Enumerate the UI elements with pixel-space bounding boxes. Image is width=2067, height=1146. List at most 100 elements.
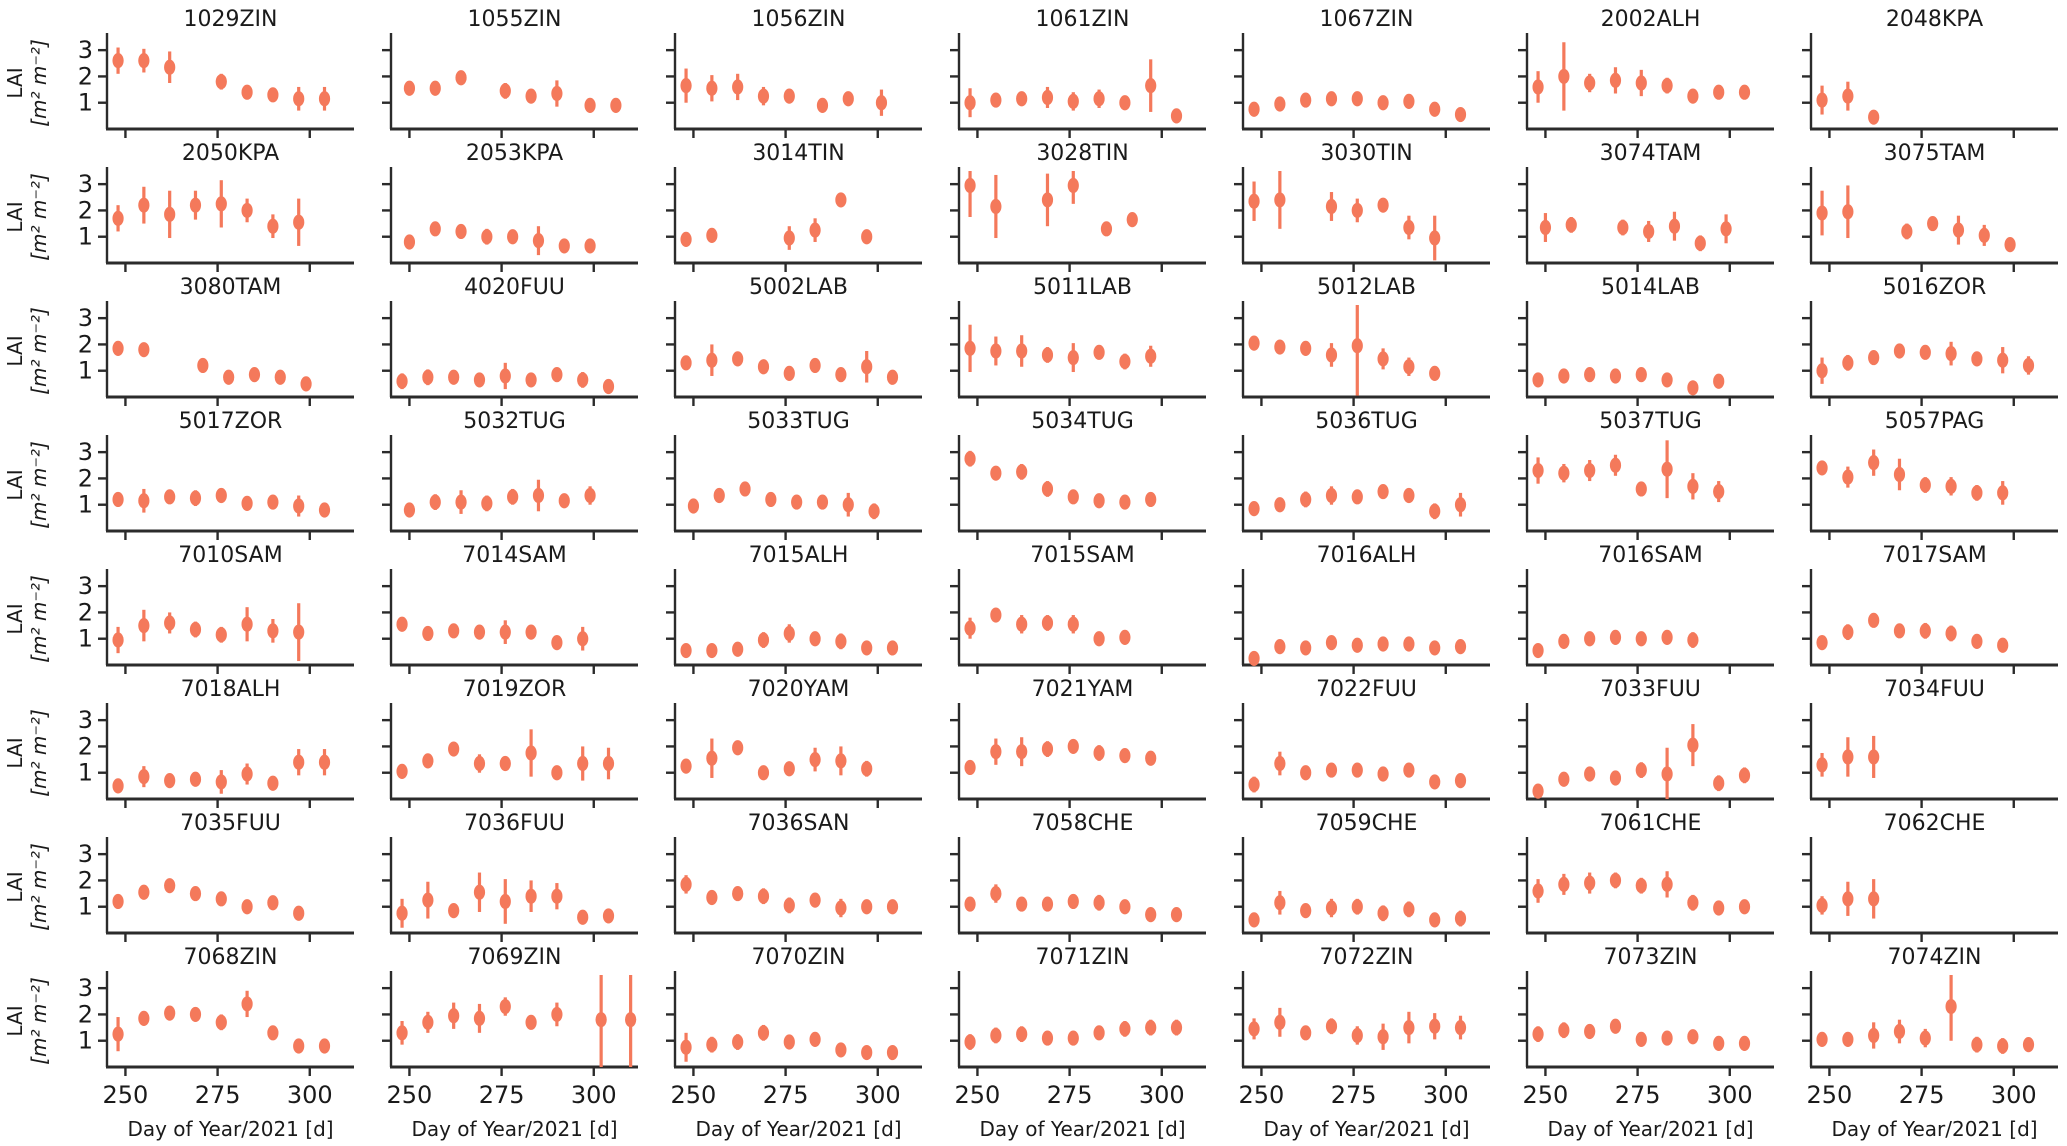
data-point [138, 884, 150, 900]
subplot-3074TAM: 3074TAM [1518, 141, 1774, 272]
data-point [809, 892, 821, 908]
data-point [525, 1014, 537, 1030]
y-axis-label: LAI [3, 335, 27, 366]
subplot-title: 7036SAN [748, 811, 850, 836]
subplot-title: 5011LAB [1033, 275, 1132, 300]
data-point [791, 494, 803, 510]
data-point [1067, 1030, 1079, 1046]
data-point [473, 372, 486, 388]
data-point [558, 238, 570, 254]
data-point [1558, 771, 1570, 787]
data-point [1067, 738, 1079, 755]
data-point [267, 1025, 279, 1041]
data-point [138, 1010, 150, 1026]
subplot-title: 5032TUG [463, 409, 566, 434]
data-point [886, 369, 899, 385]
data-point [267, 775, 279, 791]
x-tick-label: 250 [1807, 1081, 1853, 1109]
data-point [1274, 895, 1286, 911]
data-point [318, 1038, 331, 1054]
data-point [1119, 748, 1131, 764]
data-point [1609, 770, 1622, 786]
data-point [525, 88, 537, 104]
data-point [1816, 363, 1828, 379]
subplot-title: 7020YAM [748, 677, 850, 702]
data-point [1635, 75, 1647, 91]
data-point [1325, 487, 1338, 504]
data-point [293, 1038, 305, 1054]
y-tick-label: 2 [78, 1000, 93, 1028]
subplot-7015SAM: 7015SAM [950, 543, 1206, 674]
data-point [1558, 876, 1570, 892]
data-point [861, 899, 873, 915]
data-point [757, 359, 770, 375]
data-point [499, 893, 511, 910]
data-point [1145, 907, 1157, 923]
data-point [1100, 221, 1113, 237]
data-point [1300, 340, 1312, 356]
subplot-title: 7069ZIN [467, 945, 561, 970]
data-point [1300, 1025, 1312, 1041]
data-point [1016, 1026, 1028, 1042]
data-point [189, 771, 202, 787]
data-point [499, 755, 511, 772]
subplot-title: 3030TIN [1320, 141, 1412, 166]
data-point [1720, 221, 1732, 237]
data-point [964, 759, 976, 776]
data-point [1842, 355, 1854, 371]
data-point [267, 87, 279, 103]
data-point [1816, 897, 1828, 914]
y-axis-label: LAI [3, 67, 27, 98]
data-point [1248, 1021, 1260, 1037]
data-point [396, 905, 408, 921]
data-point [1274, 639, 1286, 655]
data-point [1997, 1038, 2009, 1054]
data-point [1842, 749, 1854, 765]
data-point [112, 210, 124, 226]
data-point [1351, 91, 1363, 107]
data-point [1842, 891, 1854, 907]
subplot-title: 2002ALH [1601, 7, 1701, 32]
data-point [1816, 635, 1828, 651]
data-point [551, 765, 563, 781]
subplot-title: 3074TAM [1600, 141, 1702, 166]
data-point [1403, 93, 1415, 109]
data-point [1661, 372, 1673, 388]
data-point [1687, 895, 1699, 911]
data-point [1403, 636, 1415, 652]
subplot-title: 5034TUG [1031, 409, 1134, 434]
data-point [732, 351, 744, 367]
data-point [835, 192, 847, 208]
subplot-1056ZIN: 1056ZIN [666, 7, 922, 138]
data-point [164, 615, 176, 631]
subplot-1067ZIN: 1067ZIN [1234, 7, 1490, 138]
data-point [1300, 491, 1312, 508]
y-axis-label: LAI [3, 871, 27, 902]
data-point [990, 885, 1002, 902]
data-point [138, 617, 150, 634]
subplot-7061CHE: 7061CHE [1518, 811, 1774, 942]
data-point [1971, 351, 1983, 367]
data-point [267, 218, 279, 234]
data-point [1093, 91, 1105, 107]
y-axis-label: LAI [3, 469, 27, 500]
data-point [1635, 762, 1647, 778]
data-point [706, 750, 718, 766]
data-point [1635, 367, 1647, 383]
data-point [1093, 1025, 1105, 1041]
data-point [1248, 501, 1260, 517]
data-point [481, 495, 493, 511]
data-point [732, 641, 744, 657]
data-point [1558, 633, 1570, 649]
data-point [1738, 767, 1751, 783]
data-point [1687, 88, 1699, 104]
subplot-3030TIN: 3030TIN [1234, 141, 1490, 272]
subplot-5012LAB: 5012LAB [1234, 275, 1490, 406]
data-point [1661, 1030, 1673, 1046]
data-point [293, 624, 305, 640]
subplot-7059CHE: 7059CHE [1234, 811, 1490, 942]
data-point [1403, 901, 1415, 917]
subplot-3075TAM: 3075TAM [1802, 141, 2058, 272]
data-point [1093, 631, 1105, 647]
data-point [732, 885, 744, 902]
